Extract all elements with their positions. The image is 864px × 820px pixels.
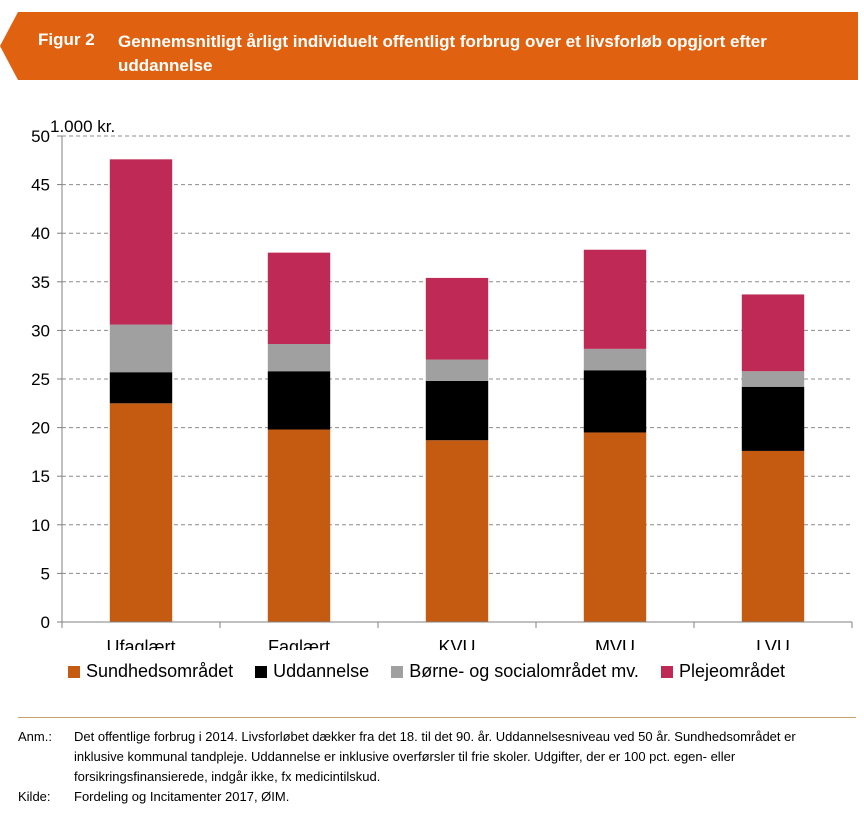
x-category-label: KVU [438, 637, 475, 650]
y-tick-label: 35 [31, 273, 50, 292]
y-tick-label: 20 [31, 419, 50, 438]
y-tick-label: 30 [31, 321, 50, 340]
divider [18, 717, 856, 718]
note-kilde-label: Kilde: [18, 789, 51, 804]
bar-segment [741, 386, 805, 451]
bar-segment [425, 277, 489, 360]
notes: Anm.: Det offentlige forbrug i 2014. Liv… [18, 727, 848, 807]
legend-label: Uddannelse [273, 661, 370, 681]
y-tick-label: 0 [41, 613, 50, 632]
bar-segment [267, 371, 331, 430]
legend-swatch [255, 665, 268, 678]
note-anm-label: Anm.: [18, 729, 52, 744]
x-category-label: MVU [595, 637, 635, 650]
bar-segment [741, 371, 805, 387]
legend-label: Plejeområdet [678, 661, 785, 681]
figure-banner [18, 12, 858, 80]
bar-segment [425, 359, 489, 381]
legend-swatch [391, 665, 404, 678]
y-axis-label: 1.000 kr. [50, 117, 115, 136]
bar-segment [267, 429, 331, 622]
x-category-label: LVU [756, 637, 790, 650]
bar-segment [267, 252, 331, 345]
y-tick-label: 40 [31, 224, 50, 243]
bar-segment [109, 372, 173, 404]
note-kilde-text: Fordeling og Incitamenter 2017, ØIM. [74, 789, 290, 804]
figure-title: Gennemsnitligt årligt individuelt offent… [118, 32, 767, 75]
y-tick-label: 10 [31, 516, 50, 535]
note-anm: Anm.: Det offentlige forbrug i 2014. Liv… [18, 727, 848, 787]
x-category-label: Faglært [268, 637, 330, 650]
y-tick-label: 15 [31, 467, 50, 486]
bar-segment [109, 324, 173, 373]
legend-label: Sundhedsområdet [86, 661, 234, 681]
stacked-bar-chart: 0 5 10 15 20 25 30 35 40 45 501.000 kr. Ufaglært Fag… [31, 117, 853, 650]
legend-item: Børne- og socialområdet mv. [391, 661, 639, 682]
legend-swatch [68, 665, 80, 678]
figure-label: Figur 2 [38, 30, 95, 49]
y-tick-label: 50 [31, 127, 50, 146]
bar-segment [109, 159, 173, 325]
bar-segment [583, 370, 647, 433]
y-tick-label: 45 [31, 176, 50, 195]
bar-segment [741, 294, 805, 372]
legend-swatch [660, 665, 673, 678]
legend-item: Plejeområdet [660, 661, 785, 682]
legend-label: Børne- og socialområdet mv. [409, 661, 639, 681]
x-category-label: Ufaglært [106, 637, 175, 650]
y-tick-label: 5 [41, 564, 50, 583]
bar-segment [583, 249, 647, 349]
legend-item: Uddannelse [255, 661, 369, 682]
bar-segment [425, 380, 489, 441]
banner-notch [0, 12, 18, 80]
bar-segment [741, 450, 805, 622]
chart-legend: Sundhedsområdet Uddannelse Børne- og socia… [68, 661, 807, 682]
legend-item: Sundhedsområdet [68, 661, 233, 682]
note-anm-text: Det offentlige forbrug i 2014. Livsforlø… [74, 729, 796, 784]
bar-segment [109, 403, 173, 622]
bar-segment [267, 344, 331, 372]
bar-segment [583, 348, 647, 371]
bar-segment [583, 432, 647, 622]
bar-segment [425, 440, 489, 622]
y-tick-label: 25 [31, 370, 50, 389]
note-kilde: Kilde: Fordeling og Incitamenter 2017, Ø… [18, 787, 848, 807]
